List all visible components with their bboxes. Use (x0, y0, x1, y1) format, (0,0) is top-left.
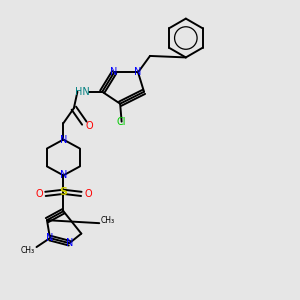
Text: O: O (84, 189, 92, 199)
Text: S: S (59, 187, 68, 197)
Text: N: N (110, 68, 118, 77)
Text: N: N (46, 233, 54, 243)
Text: N: N (134, 68, 142, 77)
Text: N: N (60, 170, 67, 180)
Text: Cl: Cl (117, 117, 126, 127)
Text: N: N (66, 238, 73, 248)
Text: CH₃: CH₃ (101, 216, 115, 225)
Text: O: O (35, 189, 43, 199)
Text: O: O (86, 121, 94, 130)
Text: N: N (60, 134, 67, 145)
Text: HN: HN (75, 87, 90, 97)
Text: CH₃: CH₃ (21, 245, 35, 254)
